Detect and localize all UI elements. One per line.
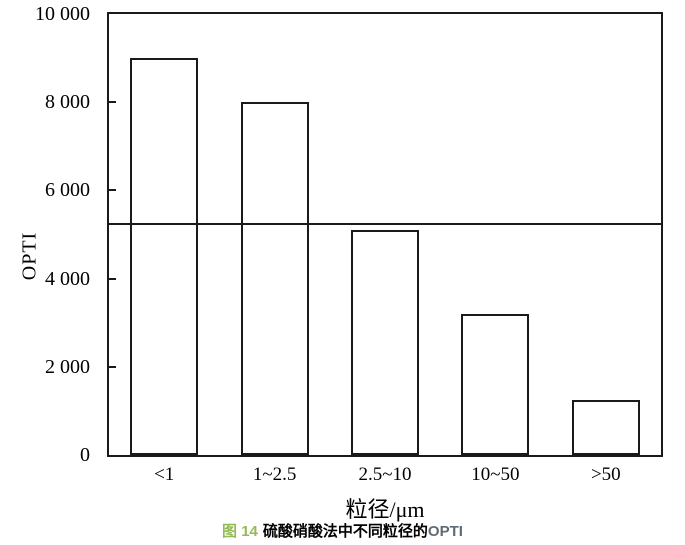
y-tick-label: 2 000	[45, 355, 90, 378]
y-tick-label: 4 000	[45, 267, 90, 290]
x-axis-title: 粒径/μm	[345, 497, 425, 522]
x-tick-label: >50	[590, 464, 621, 485]
y-tick-label: 10 000	[35, 3, 90, 25]
caption-text: 硫酸硝酸法中不同粒径的	[262, 523, 428, 540]
y-tick-label: 0	[80, 444, 90, 466]
bar-2.5~10	[351, 230, 419, 455]
bar->50	[571, 399, 640, 455]
figure-number-label: 图 14	[222, 523, 258, 540]
y-tick-mark	[109, 101, 116, 104]
reference-line	[109, 223, 661, 226]
y-tick-mark	[109, 189, 116, 192]
bar-<1	[130, 58, 199, 455]
bar-10~50	[461, 313, 530, 455]
x-tick-label: <1	[154, 464, 175, 485]
y-tick-label: 8 000	[45, 91, 90, 114]
caption-suffix: OPTI	[427, 523, 463, 540]
y-tick-mark	[109, 277, 116, 280]
x-tick-label: 2.5~10	[358, 464, 412, 485]
figure-caption: 图 14 硫酸硝酸法中不同粒径的OPTI	[0, 520, 685, 541]
plot-area	[107, 12, 663, 457]
bar-1~2.5	[240, 102, 309, 455]
x-tick-label: 10~50	[471, 464, 520, 485]
y-tick-mark	[109, 365, 116, 368]
y-tick-label: 6 000	[45, 179, 90, 202]
x-tick-label: 1~2.5	[252, 464, 297, 485]
